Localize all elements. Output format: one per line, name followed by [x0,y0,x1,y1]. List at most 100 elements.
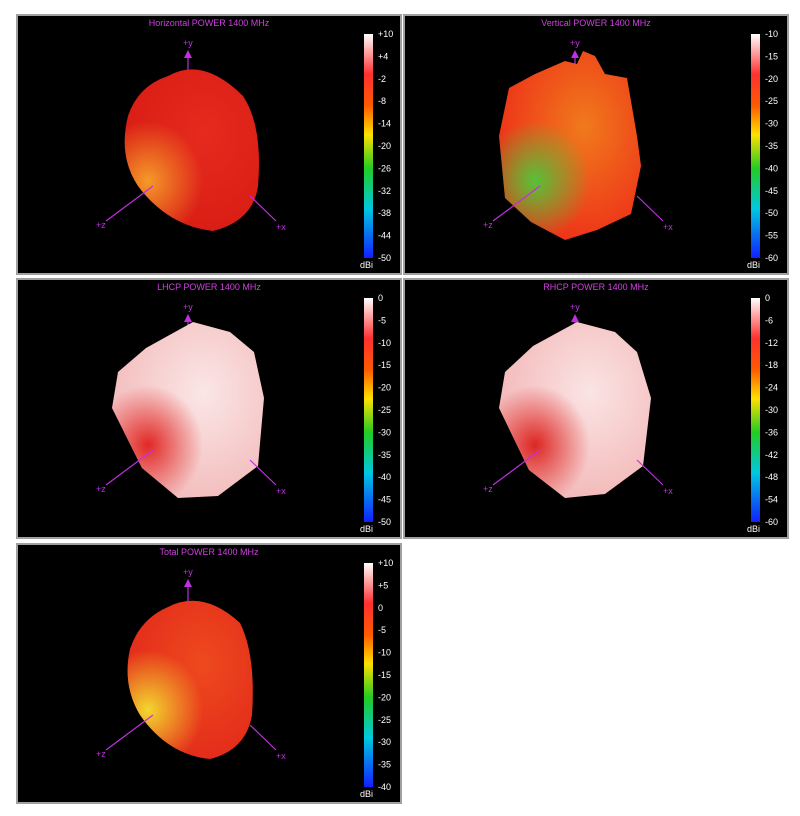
colorbar-tick-label: -40 [765,163,778,173]
colorbar-tick-label: -50 [378,517,391,527]
axis-z [105,449,154,486]
colorbar-tick-label: -6 [765,315,773,325]
axis-label-z: +z [96,220,106,230]
colorbar-tick-label: -40 [378,472,391,482]
pattern-panel: Vertical POWER 1400 MHz +y +z +x -10 -15 -20 -2… [403,14,789,275]
colorbar-tick-label: -36 [765,427,778,437]
colorbar-tick-label: -45 [765,186,778,196]
colorbar-tick-label: -20 [378,141,391,151]
pattern-panel: Total POWER 1400 MHz +y +z +x +10 +5 0 -5 -10 -15… [16,543,402,804]
colorbar-tick-label: -38 [378,208,391,218]
colorbar-tick-label: -44 [378,231,391,241]
axis-label-z: +z [96,484,106,494]
axis-z [492,449,541,486]
axis-label-x: +x [276,486,286,496]
colorbar-tick-label: -48 [765,472,778,482]
axis-x [636,459,664,486]
axis-label-x: +x [276,751,286,761]
axis-x [249,459,277,486]
colorbar-unit: dBi [360,789,373,799]
colorbar-tick-label: -18 [765,360,778,370]
panel-title: LHCP POWER 1400 MHz [157,282,261,292]
colorbar [751,34,760,258]
panel-canvas: Total POWER 1400 MHz +y +z +x +10 +5 0 -5 -10 -15… [96,547,393,799]
panel-canvas: LHCP POWER 1400 MHz +y +z +x 0 -5 -10 -15 -20 -25… [96,282,391,534]
colorbar-tick-label: -15 [765,51,778,61]
colorbar-tick-label: +5 [378,580,388,590]
colorbar-tick-label: -30 [378,737,391,747]
axis-z [105,185,154,222]
colorbar-tick-label: -10 [378,338,391,348]
colorbar-tick-label: -25 [378,715,391,725]
colorbar-tick-label: -15 [378,360,391,370]
axis-z [492,185,541,222]
colorbar-tick-label: 0 [378,603,383,613]
axis-z [105,714,154,751]
colorbar-tick-label: -55 [765,231,778,241]
axis-label-y: +y [183,567,193,577]
panel-canvas: RHCP POWER 1400 MHz +y +z +x 0 -6 -12 -18 -24 -30… [483,282,778,534]
panel-title: Vertical POWER 1400 MHz [541,18,651,28]
axis-label-x: +x [276,222,286,232]
axis-label-x: +x [663,486,673,496]
colorbar-tick-label: -12 [765,338,778,348]
axis-label-y: +y [183,38,193,48]
colorbar [364,34,373,258]
colorbar-tick-label: -26 [378,163,391,173]
arrow [571,314,579,322]
colorbar-tick-label: 0 [765,293,770,303]
colorbar-tick-label: +10 [378,558,393,568]
colorbar-tick-label: -45 [378,495,391,505]
colorbar-tick-label: -20 [378,692,391,702]
colorbar-tick-label: -2 [378,74,386,84]
colorbar-tick-label: -5 [378,315,386,325]
colorbar-tick-label: -24 [765,383,778,393]
colorbar-tick-label: -50 [378,253,391,263]
colorbar-tick-label: -35 [378,450,391,460]
arrow [184,579,192,587]
pattern-panel: LHCP POWER 1400 MHz +y +z +x 0 -5 -10 -15 -20 -25… [16,278,402,539]
colorbar-tick-label: +4 [378,51,388,61]
axis-label-z: +z [483,220,493,230]
colorbar-tick-label: -60 [765,517,778,527]
colorbar-tick-label: -20 [765,74,778,84]
colorbar-tick-label: 0 [378,293,383,303]
colorbar-tick-label: -20 [378,383,391,393]
axis-x [249,195,277,222]
colorbar-tick-label: -32 [378,186,391,196]
colorbar-tick-label: +10 [378,29,393,39]
panel-canvas: Vertical POWER 1400 MHz +y +z +x -10 -15 -20 -2… [483,18,778,270]
colorbar-tick-label: -54 [765,495,778,505]
blob-highlight [112,385,203,498]
colorbar [364,298,373,522]
colorbar-tick-label: -10 [378,648,391,658]
colorbar-tick-label: -8 [378,96,386,106]
arrow [184,50,192,58]
pattern-panel: Horizontal POWER 1400 MHz +y +z +x +10 +4 -2 -8… [16,14,402,275]
colorbar [751,298,760,522]
panel-canvas: Horizontal POWER 1400 MHz +y +z +x +10 +4 -2 -8… [96,18,393,270]
colorbar-tick-label: -25 [765,96,778,106]
colorbar-tick-label: -50 [765,208,778,218]
axis-label-z: +z [483,484,493,494]
panel-title: RHCP POWER 1400 MHz [543,282,649,292]
blob-highlight [127,650,203,760]
panel-title: Total POWER 1400 MHz [159,547,259,557]
colorbar-tick-label: -60 [765,253,778,263]
axis-x [636,195,664,222]
colorbar-unit: dBi [360,524,373,534]
axis-label-y: +y [183,302,193,312]
colorbar-tick-label: -25 [378,405,391,415]
panel-title: Horizontal POWER 1400 MHz [149,18,270,28]
axis-label-z: +z [96,749,106,759]
pattern-panel: RHCP POWER 1400 MHz +y +z +x 0 -6 -12 -18 -24 -30… [403,278,789,539]
colorbar-tick-label: -14 [378,119,391,129]
arrow [571,50,579,58]
colorbar [364,563,373,787]
colorbar-unit: dBi [747,524,760,534]
colorbar-tick-label: -40 [378,782,391,792]
arrow [184,314,192,322]
axis-label-x: +x [663,222,673,232]
colorbar-tick-label: -30 [765,119,778,129]
